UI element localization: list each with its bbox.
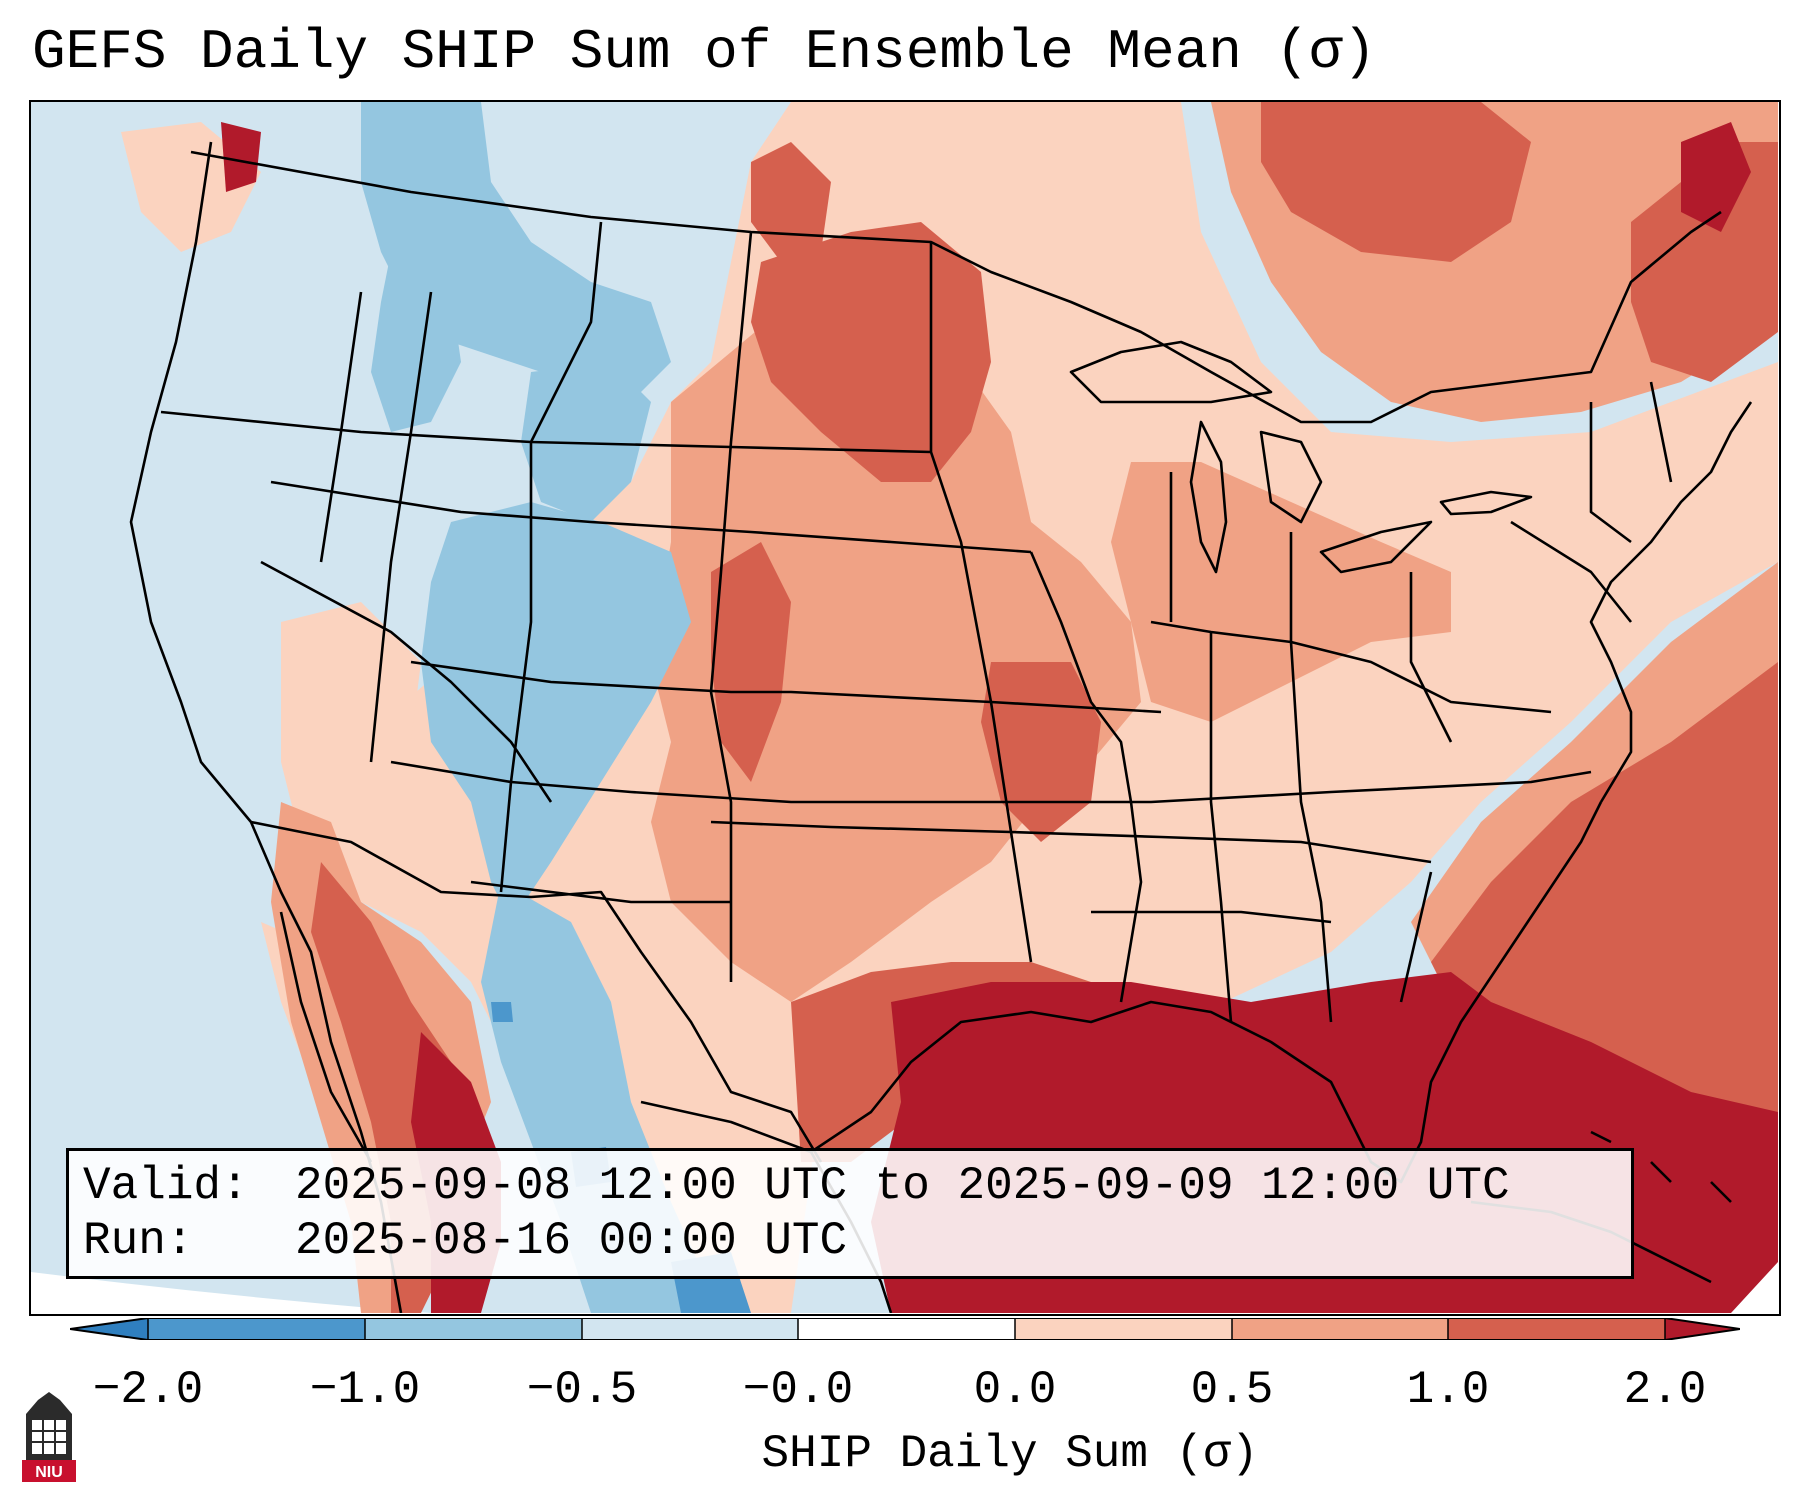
colorbar-segment-8 — [1665, 1318, 1740, 1340]
lake-erie — [1319, 520, 1433, 574]
state-line-8 — [319, 291, 363, 563]
state-line-24 — [1091, 910, 1332, 924]
state-line-19 — [1589, 402, 1632, 544]
map-title: GEFS Daily SHIP Sum of Ensemble Mean (σ) — [32, 20, 1377, 84]
lake-superior — [1069, 340, 1273, 404]
colorbar-segment-5 — [1015, 1318, 1232, 1340]
colorbar-tick-3: −0.0 — [742, 1364, 854, 1416]
state-line-12 — [929, 242, 1033, 963]
run-row: Run: 2025-08-16 00:00 UTC — [83, 1214, 1617, 1269]
colorbar-tick-1: −1.0 — [309, 1364, 421, 1416]
state-line-23 — [1399, 871, 1433, 1003]
anomaly-red-southern-plains — [711, 542, 791, 782]
anomaly-dark-red-bc — [221, 122, 261, 192]
colorbar-segment-6 — [1232, 1318, 1448, 1340]
colorbar-segment-2 — [365, 1318, 582, 1340]
anomaly-mid-red-plains — [651, 282, 1141, 1002]
validity-info-box: Valid: 2025-09-08 12:00 UTC to 2025-09-09… — [66, 1148, 1634, 1279]
state-line-6 — [710, 820, 1432, 864]
projection-edge-left — [31, 1272, 431, 1313]
colorbar-segment-1 — [148, 1318, 365, 1340]
east-coast — [1589, 401, 1753, 803]
us-mexico-border — [250, 820, 823, 1163]
state-line-3 — [260, 560, 553, 803]
colorbar-tick-0: −2.0 — [92, 1364, 204, 1416]
baja-coast — [279, 911, 373, 1163]
colorbar — [70, 1318, 1740, 1340]
state-line-7 — [470, 880, 731, 904]
colorbar-segment-0 — [70, 1318, 148, 1340]
anomaly-light-red-west — [281, 602, 421, 862]
anomaly-map — [31, 102, 1778, 1313]
state-line-9 — [369, 291, 433, 763]
valid-label: Valid: — [83, 1160, 249, 1212]
bahamas-3 — [1710, 1181, 1732, 1203]
state-line-17 — [1409, 572, 1453, 743]
projection-edge-right — [1731, 1252, 1778, 1313]
anomaly-red-canada-east — [1261, 102, 1531, 262]
bahamas-2 — [1650, 1161, 1672, 1183]
run-label: Run: — [83, 1215, 194, 1267]
state-line-4 — [410, 660, 1162, 714]
valid-row: Valid: 2025-09-08 12:00 UTC to 2025-09-09… — [83, 1159, 1617, 1214]
lake-huron — [1259, 430, 1323, 524]
run-value: 2025-08-16 00:00 UTC — [295, 1215, 848, 1267]
anomaly-mid-red-midwest — [1111, 462, 1451, 722]
lake-ontario — [1439, 490, 1533, 516]
state-line-20 — [1649, 381, 1673, 483]
niu-logo: NIU — [22, 1392, 76, 1482]
colorbar-segment-7 — [1448, 1318, 1665, 1340]
state-line-14 — [1150, 620, 1552, 714]
logo-text: NIU — [35, 1464, 63, 1481]
state-line-18 — [1510, 520, 1633, 623]
state-line-10 — [499, 221, 603, 893]
state-line-2 — [270, 480, 1032, 554]
us-canada-border — [190, 150, 1722, 424]
colorbar-segment-3 — [582, 1318, 798, 1340]
colorbar-tick-2: −0.5 — [526, 1364, 638, 1416]
state-line-16 — [1289, 641, 1333, 1023]
gulf-coast — [640, 801, 1603, 1184]
colorbar-tick-4: 0.0 — [973, 1364, 1057, 1416]
anomaly-dark-red-maine — [1681, 122, 1751, 232]
colorbar-label: SHIP Daily Sum (σ) — [761, 1428, 1259, 1480]
anomaly-blue-idaho — [371, 252, 461, 432]
state-line-5 — [390, 760, 1592, 804]
anomaly-blue-wyoming — [521, 362, 651, 522]
bahamas-1 — [1590, 1130, 1612, 1144]
west-coast — [129, 141, 403, 1313]
colorbar-tick-5: 0.5 — [1190, 1364, 1274, 1416]
anomaly-blue-utah-colorado — [421, 502, 691, 922]
anomaly-red-new-england — [1631, 142, 1778, 382]
colorbar-tick-7: 2.0 — [1623, 1364, 1707, 1416]
colorbar-segment-4 — [798, 1318, 1015, 1340]
state-line-13 — [1029, 551, 1143, 1003]
lake-michigan — [1189, 420, 1228, 574]
anomaly-deep-blue-patch-3 — [491, 1002, 513, 1022]
state-line-15 — [1209, 632, 1233, 1023]
colorbar-tick-6: 1.0 — [1406, 1364, 1490, 1416]
map-frame — [29, 100, 1781, 1316]
valid-value: 2025-09-08 12:00 UTC to 2025-09-09 12:00… — [295, 1160, 1510, 1212]
boundaries — [129, 141, 1753, 1313]
state-line-11 — [709, 231, 753, 982]
